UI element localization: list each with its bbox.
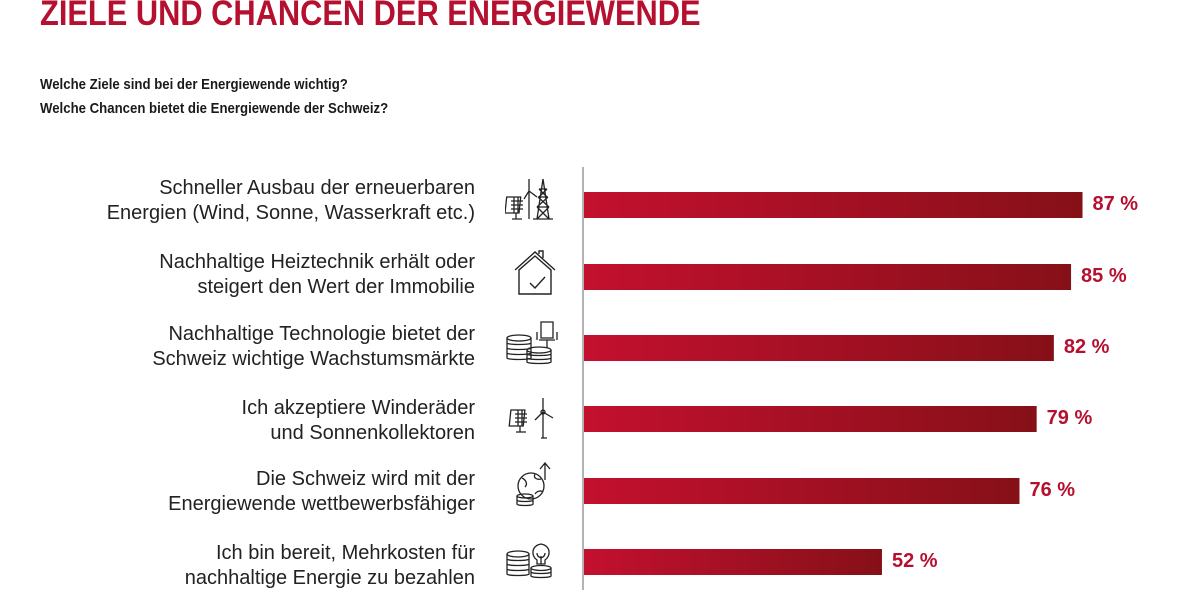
category-line: Schweiz wichtige Wachstumsmärkte <box>152 348 475 370</box>
value-label-2: 85 % <box>1081 265 1127 287</box>
value-label-1: 87 % <box>1092 193 1139 215</box>
value-label-4: 79 % <box>1046 407 1093 429</box>
value-label-6: 52 % <box>891 550 938 572</box>
value-label-3: 82 % <box>1063 336 1110 358</box>
bar-4 <box>584 406 1037 432</box>
category-label-2: Nachhaltige Heiztechnik erhält oder stei… <box>159 250 475 300</box>
category-line: Nachhaltige Technologie bietet der <box>168 323 475 345</box>
category-line: nachhaltige Energie zu bezahlen <box>184 567 475 589</box>
category-line: und Sonnenkollektoren <box>270 422 475 444</box>
y-axis-line <box>582 167 584 590</box>
category-label-3: Nachhaltige Technologie bietet der Schwe… <box>152 322 475 372</box>
category-line: Energiewende wettbewerbsfähiger <box>168 493 475 515</box>
category-line: Energien (Wind, Sonne, Wasserkraft etc.) <box>106 202 475 224</box>
solar-windturbine-icon <box>508 398 554 439</box>
page-title: ZIELE UND CHANCEN DER ENERGIEWENDE <box>40 0 701 33</box>
bar-2 <box>584 264 1072 290</box>
category-label-1: Schneller Ausbau der erneuerbaren Energi… <box>107 176 475 226</box>
question-1: Welche Ziele sind bei der Energiewende w… <box>40 76 348 93</box>
coins-bulb-icon <box>506 543 552 579</box>
bar-5 <box>584 478 1020 504</box>
bar-6 <box>584 549 882 575</box>
category-line: Nachhaltige Heiztechnik erhält oder <box>159 251 475 273</box>
category-label-5: Die Schweiz wird mit der Energiewende we… <box>168 467 475 517</box>
category-line: Ich bin bereit, Mehrkosten für <box>215 542 475 564</box>
coins-chair-icon <box>506 321 558 365</box>
category-line: steigert den Wert der Immobilie <box>197 276 475 298</box>
question-2: Welche Chancen bietet die Energiewende d… <box>40 100 389 117</box>
value-label-5: 76 % <box>1029 479 1076 501</box>
bar-1 <box>584 192 1083 218</box>
category-line: Schneller Ausbau der erneuerbaren <box>159 177 475 199</box>
category-label-6: Ich bin bereit, Mehrkosten für nachhalti… <box>185 541 475 591</box>
globe-coins-arrow-icon <box>516 461 551 507</box>
bar-3 <box>584 335 1054 361</box>
solar-wind-pylon-icon <box>505 178 553 220</box>
house-check-icon <box>514 250 556 295</box>
category-line: Die Schweiz wird mit der <box>256 468 475 490</box>
category-label-4: Ich akzeptiere Winderäder und Sonnenkoll… <box>242 396 475 446</box>
category-line: Ich akzeptiere Winderäder <box>241 397 475 419</box>
